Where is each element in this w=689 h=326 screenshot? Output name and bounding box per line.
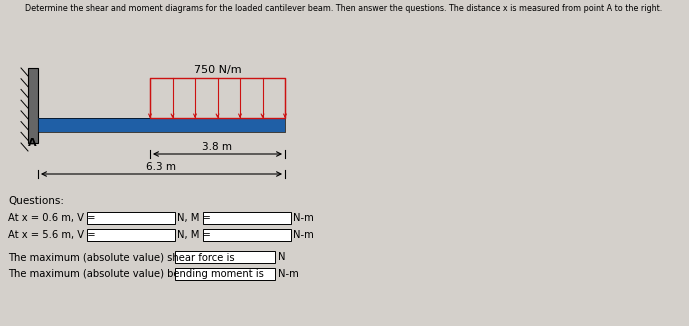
Text: 6.3 m: 6.3 m: [147, 162, 176, 172]
Text: At x = 0.6 m, V =: At x = 0.6 m, V =: [8, 213, 96, 223]
Bar: [87, 212, 175, 224]
Text: N, M =: N, M =: [177, 230, 211, 240]
Bar: [175, 251, 275, 263]
Text: N-m: N-m: [293, 213, 313, 223]
Text: 750 N/m: 750 N/m: [194, 65, 241, 75]
Text: 3.8 m: 3.8 m: [203, 142, 232, 152]
Bar: [38, 118, 285, 132]
Text: The maximum (absolute value) shear force is: The maximum (absolute value) shear force…: [8, 252, 235, 262]
Bar: [87, 229, 175, 241]
Text: N, M =: N, M =: [177, 213, 211, 223]
Text: Questions:: Questions:: [8, 196, 64, 206]
Text: N-m: N-m: [293, 230, 313, 240]
Text: N-m: N-m: [278, 269, 299, 279]
Bar: [175, 268, 275, 280]
Bar: [150, 78, 285, 118]
Bar: [38, 118, 285, 132]
Text: The maximum (absolute value) bending moment is: The maximum (absolute value) bending mom…: [8, 269, 264, 279]
Bar: [203, 212, 291, 224]
Text: A: A: [28, 138, 37, 148]
Text: At x = 5.6 m, V =: At x = 5.6 m, V =: [8, 230, 96, 240]
Text: N: N: [278, 252, 285, 262]
Bar: [203, 229, 291, 241]
Bar: [28, 68, 38, 143]
Text: Determine the shear and moment diagrams for the loaded cantilever beam. Then ans: Determine the shear and moment diagrams …: [25, 4, 663, 13]
